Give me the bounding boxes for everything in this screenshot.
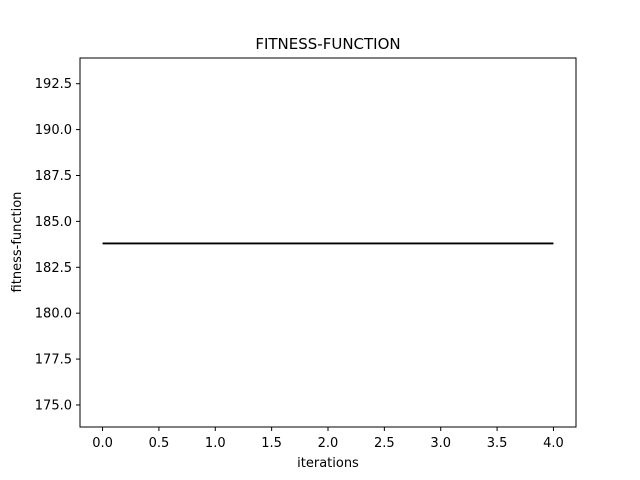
y-tick-label: 182.5	[35, 261, 72, 276]
chart-title: FITNESS-FUNCTION	[255, 35, 400, 53]
x-tick-label: 0.0	[92, 436, 113, 451]
x-tick-label: 3.0	[430, 436, 451, 451]
x-tick-label: 0.5	[149, 436, 170, 451]
y-tick-label: 187.5	[35, 169, 72, 184]
x-axis-label: iterations	[297, 456, 359, 471]
y-tick-label: 190.0	[35, 123, 72, 138]
x-tick-label: 1.0	[205, 436, 226, 451]
y-tick-label: 177.5	[35, 353, 72, 368]
y-tick-label: 192.5	[35, 77, 72, 92]
y-tick-label: 185.0	[35, 215, 72, 230]
x-tick-label: 1.5	[261, 436, 282, 451]
y-axis: 175.0 177.5 180.0 182.5 185.0 187.5 190.0 192.5	[35, 77, 80, 413]
x-tick-label: 2.5	[374, 436, 395, 451]
y-axis-label: fitness-function	[10, 192, 25, 293]
x-tick-label: 3.5	[487, 436, 508, 451]
y-tick-label: 175.0	[35, 398, 72, 413]
x-tick-label: 4.0	[543, 436, 564, 451]
x-tick-label: 2.0	[318, 436, 339, 451]
y-tick-label: 180.0	[35, 307, 72, 322]
x-axis: 0.0 0.5 1.0 1.5 2.0 2.5 3.0 3.5 4.0	[92, 427, 564, 451]
